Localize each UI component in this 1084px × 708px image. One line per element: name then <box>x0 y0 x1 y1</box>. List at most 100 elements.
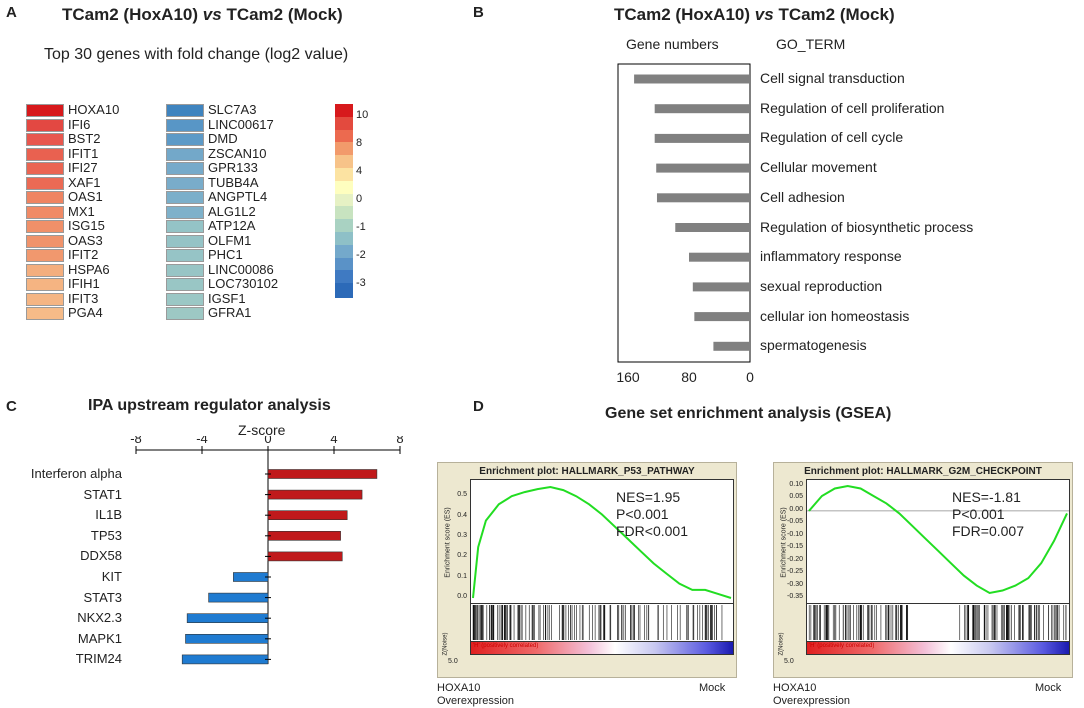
go-term-label: Cell signal transduction <box>760 70 905 86</box>
color-scale-tick: -3 <box>356 277 366 289</box>
gsea-y-tick: 0.4 <box>457 511 467 519</box>
up-gene-cell <box>26 104 64 117</box>
gsea-y-tick: -0.15 <box>787 543 803 551</box>
ipa-x-tick: -4 <box>196 436 208 446</box>
gsea-y-tick: -0.20 <box>787 555 803 563</box>
up-gene-label: MX1 <box>68 203 95 219</box>
color-scale-swatch <box>335 155 353 171</box>
up-gene-label: PGA4 <box>68 305 103 320</box>
gsea-es-svg <box>807 484 1069 595</box>
up-gene-cell <box>26 307 64 320</box>
color-scale-swatch <box>335 232 353 247</box>
go-term-label: Regulation of cell cycle <box>760 129 904 146</box>
down-gene-cell <box>166 234 204 248</box>
color-scale-tick: -1 <box>356 221 366 233</box>
go-bar-chart: 160 80 0 <box>616 63 754 385</box>
nes-value: NES=-1.81 <box>952 489 1021 505</box>
down-gene-label: GPR133 <box>208 160 258 175</box>
go-bar <box>694 312 750 322</box>
down-gene-label: LINC00086 <box>208 261 274 277</box>
gsea-hit-strip <box>470 603 734 643</box>
p-value: P<0.001 <box>952 506 1005 522</box>
gsea-left-label: HOXA10 Overexpression <box>437 682 514 708</box>
gene-numbers-header: Gene numbers <box>626 36 719 52</box>
gsea-right-label: Mock <box>1035 682 1062 694</box>
gsea-corr-label: 'H' (positively correlated) <box>809 643 875 649</box>
gsea-hit-svg <box>472 605 723 640</box>
up-gene-label: IFIT3 <box>68 290 99 306</box>
go-x-tick: 80 <box>681 369 697 385</box>
gsea-y-tick: 0.0 <box>457 593 467 600</box>
up-gene-label: OAS1 <box>68 189 103 204</box>
down-gene-cell <box>166 176 204 190</box>
down-gene-cell <box>166 205 204 219</box>
down-gene-label: TUBB4A <box>208 174 259 190</box>
down-gene-label: ANGPTL4 <box>208 189 268 204</box>
up-gene-cell <box>26 234 64 248</box>
fdr-value: FDR=0.007 <box>952 523 1024 539</box>
panel-c-title: IPA upstream regulator analysis <box>88 397 331 414</box>
color-scale-swatch <box>335 104 353 119</box>
panel-b-letter: B <box>473 4 484 21</box>
color-scale-tick: 4 <box>356 165 363 177</box>
go-term-header: GO_TERM <box>776 36 846 52</box>
down-gene-label: OLFM1 <box>208 232 252 248</box>
gsea-y-tick: -0.05 <box>787 518 803 526</box>
ipa-x-tick: 8 <box>396 436 403 446</box>
ipa-regulator-label: TP53 <box>90 527 122 543</box>
ipa-regulator-label: IL1B <box>95 507 122 523</box>
go-bar <box>654 133 750 143</box>
go-term-label: sexual reproduction <box>760 277 883 294</box>
gsea-lower-label: Z(Noise) <box>442 632 449 656</box>
down-gene-cell <box>166 104 204 117</box>
color-scale-swatch <box>335 270 353 286</box>
ipa-regulator-label: TRIM24 <box>75 651 122 667</box>
color-scale-tick: 0 <box>356 193 363 205</box>
gsea-rank-gradient: 'H' (positively correlated) <box>806 641 1070 655</box>
up-gene-label: OAS3 <box>68 232 103 248</box>
gsea-frame: Enrichment plot: HALLMARK_P53_PATHWAY 0.5… <box>437 462 737 678</box>
go-term-label: Cell adhesion <box>760 188 845 205</box>
up-gene-label: HSPA6 <box>68 261 110 277</box>
ipa-bar <box>185 634 269 644</box>
gsea-y-tick: 0.05 <box>789 493 803 501</box>
color-scale-swatch <box>335 193 353 209</box>
gsea-frame: Enrichment plot: HALLMARK_G2M_CHECKPOINT… <box>773 462 1073 678</box>
ipa-regulator-label: STAT3 <box>83 589 122 605</box>
up-gene-cell <box>26 133 64 146</box>
go-bar <box>656 193 750 203</box>
ipa-regulator-label: Interferon alpha <box>30 466 122 481</box>
down-gene-cell <box>166 220 204 233</box>
gsea-title: Enrichment plot: HALLMARK_G2M_CHECKPOINT <box>804 466 1042 477</box>
ipa-x-tick: 0 <box>264 436 271 446</box>
gsea-hit-svg <box>808 605 1067 640</box>
up-gene-label: HOXA10 <box>68 102 120 117</box>
color-scale-swatch <box>335 244 353 260</box>
down-gene-label: GFRA1 <box>208 305 252 320</box>
left-label-line1: HOXA10 <box>773 682 817 694</box>
up-gene-label: ISG15 <box>68 218 105 233</box>
panel-a-letter: A <box>6 4 17 21</box>
down-gene-label: ATP12A <box>208 218 256 233</box>
gsea-corr-label: 'H' (positively correlated) <box>473 643 539 649</box>
ipa-regulator-label: NKX2.3 <box>77 610 122 626</box>
gsea-y-tick: -0.35 <box>787 593 803 600</box>
go-term-label: Regulation of cell proliferation <box>760 99 945 116</box>
color-scale-tick: 8 <box>356 137 363 149</box>
gsea-y-tick: 0.00 <box>789 505 803 513</box>
gsea-y-tick: 0.2 <box>457 552 467 560</box>
down-gene-label: PHC1 <box>208 247 243 262</box>
down-gene-label: ZSCAN10 <box>208 145 267 161</box>
down-gene-label: SLC7A3 <box>208 102 257 117</box>
ipa-regulator-label: STAT1 <box>83 486 122 502</box>
up-gene-label: IFIH1 <box>68 276 100 291</box>
color-scale-tick: 10 <box>356 109 369 121</box>
color-scale-swatch <box>335 180 353 196</box>
down-gene-cell <box>166 191 204 204</box>
gsea-lower-tick: 5.0 <box>784 658 794 665</box>
down-gene-cell <box>166 118 204 132</box>
up-gene-cell <box>26 263 64 277</box>
up-gene-cell <box>26 220 64 233</box>
color-scale-swatch <box>335 168 353 183</box>
go-term-label: Regulation of biosynthetic process <box>760 218 974 235</box>
